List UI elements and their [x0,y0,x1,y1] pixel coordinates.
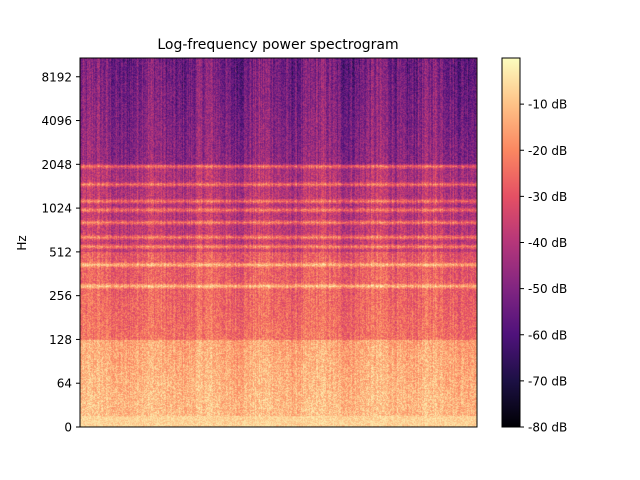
y-axis: 0 64 128 256 512 1024 2048 4096 8192 [41,70,80,435]
colorbar-tick-label: -30 dB [528,190,567,204]
colorbar-tick-label: -50 dB [528,282,567,296]
spectrogram-heatmap [80,58,477,427]
colorbar-tick-label: -40 dB [528,236,567,250]
y-tick-label: 128 [49,333,72,347]
y-axis-label: Hz [15,235,29,250]
y-tick-label: 4096 [41,114,72,128]
chart-title: Log-frequency power spectrogram [157,37,398,53]
y-tick-label: 8192 [41,70,72,84]
y-tick-label: 2048 [41,158,72,172]
colorbar-tick-label: -80 dB [528,421,567,435]
colorbar-tick-label: -70 dB [528,374,567,388]
colorbar-tick-label: -20 dB [528,144,567,158]
y-tick-label: 0 [64,421,72,435]
y-tick-label: 256 [49,289,72,303]
colorbar-axis: -10 dB -20 dB -30 dB -40 dB -50 dB -60 dB -70 … [520,98,567,435]
y-tick-label: 512 [49,245,72,259]
colorbar [502,58,520,427]
spectrogram-image [80,58,477,427]
colorbar-tick-label: -10 dB [528,98,567,112]
y-tick-label: 1024 [41,202,72,216]
y-tick-label: 64 [57,377,72,391]
plot-frame [79,57,478,428]
colorbar-tick-label: -60 dB [528,328,567,342]
